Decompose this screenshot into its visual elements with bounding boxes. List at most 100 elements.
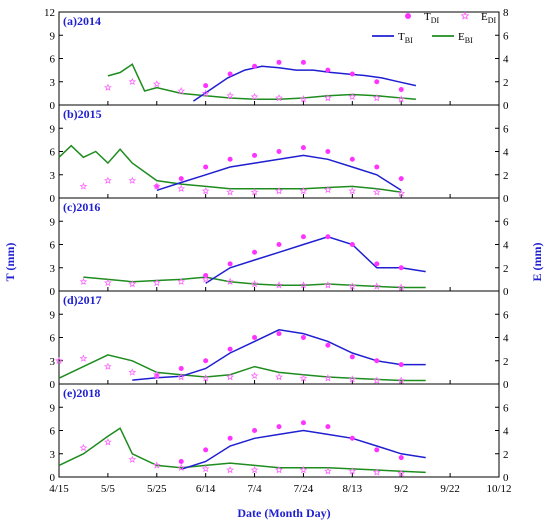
series-tbi-line xyxy=(156,154,402,192)
edi-point xyxy=(55,356,63,365)
edi-point xyxy=(152,182,161,190)
edi-point xyxy=(372,376,381,384)
series-ebi-line xyxy=(107,63,416,100)
series-tbi-line xyxy=(192,65,417,102)
y-right-tick-label: 2 xyxy=(503,77,509,89)
tdi-point xyxy=(252,63,258,69)
edi-point xyxy=(348,282,357,290)
y-right-tick-label: 4 xyxy=(503,333,509,345)
edi-point xyxy=(299,281,308,289)
y-right-tick-label: 8 xyxy=(503,7,509,19)
legend-label-base: T xyxy=(398,31,405,43)
tdi-point xyxy=(276,424,282,430)
edi-point xyxy=(299,95,308,103)
x-tick-label: 7/4 xyxy=(248,483,263,495)
panel-label: (c)2016 xyxy=(63,200,100,214)
edi-point xyxy=(201,374,210,382)
edi-point xyxy=(128,279,137,288)
legend-item-ebi: EBI xyxy=(432,31,473,45)
tdi-point xyxy=(349,156,355,162)
y-left-tick-label: 9 xyxy=(50,309,56,321)
edi-point xyxy=(275,465,283,474)
y-left-tick-label: 6 xyxy=(50,426,56,438)
panel-label: (e)2018 xyxy=(63,386,100,400)
y-left-tick-label: 6 xyxy=(50,333,56,345)
x-tick-label: 5/5 xyxy=(101,483,116,495)
edi-point xyxy=(79,354,88,362)
edi-point xyxy=(201,275,210,283)
edi-point xyxy=(250,279,259,288)
y-right-tick-label: 2 xyxy=(503,263,509,275)
edi-point xyxy=(201,186,210,195)
y-left-tick-label: 3 xyxy=(50,263,56,275)
edi-point xyxy=(103,438,112,446)
tdi-point xyxy=(398,87,404,92)
y-right-tick-label: 4 xyxy=(503,147,509,159)
edi-point xyxy=(152,80,161,88)
tdi-point xyxy=(374,79,380,85)
x-tick-label: 5/25 xyxy=(147,483,167,495)
edi-point xyxy=(372,93,381,102)
tdi-point xyxy=(325,149,331,154)
legend-item-tdi: TDI xyxy=(405,11,440,25)
y-left-tick-label: 3 xyxy=(50,449,56,461)
tdi-point xyxy=(252,335,258,340)
y-right-tick-label: 0 xyxy=(503,286,509,298)
legend-swatch xyxy=(460,11,470,20)
tdi-point xyxy=(325,234,331,240)
y-right-tick-label: 0 xyxy=(503,472,509,484)
legend-label: EDI xyxy=(481,11,497,25)
panel-5: 0 3 6 9 0 2 4 6 (e)2018 xyxy=(50,383,509,484)
edi-point xyxy=(250,371,259,380)
legend-item-tbi: TBI xyxy=(372,31,413,45)
panel-frame xyxy=(58,11,500,106)
edi-point xyxy=(348,375,357,383)
edi-point xyxy=(323,185,332,194)
x-axis-title: Date (Month Day) xyxy=(237,506,330,520)
y-right-tick-label: 6 xyxy=(503,309,509,321)
y-right-tick-label: 4 xyxy=(503,240,509,252)
edi-point xyxy=(79,277,88,285)
y-right-tick-label: 2 xyxy=(503,449,509,461)
tdi-point xyxy=(300,145,306,151)
edi-point xyxy=(372,188,381,196)
tdi-point xyxy=(276,242,282,247)
edi-point xyxy=(299,374,308,382)
y-right-tick-label: 0 xyxy=(503,193,509,205)
y-right-tick-label: 6 xyxy=(503,402,509,414)
edi-point xyxy=(128,77,137,86)
y-left-tick-label: 0 xyxy=(50,193,56,205)
y-left-tick-label: 12 xyxy=(44,7,55,19)
tdi-point xyxy=(227,71,233,77)
y-left-tick-label: 9 xyxy=(50,216,56,228)
x-axis: 4/15 5/5 5/25 6/14 7/4 7/24 8/13 9/2 9/22 10/12 xyxy=(49,483,511,495)
y-left-tick-label: 0 xyxy=(50,100,56,112)
tdi-point xyxy=(374,447,380,453)
edi-point xyxy=(103,83,112,91)
y-left-tick-label: 9 xyxy=(50,123,56,135)
edi-point xyxy=(152,278,161,287)
edi-point xyxy=(201,464,210,473)
edi-point xyxy=(177,372,186,381)
edi-point xyxy=(250,92,259,101)
panel-2: 0 3 6 9 0 2 4 6 (b)2015 xyxy=(50,104,509,205)
panel-label: (a)2014 xyxy=(63,14,101,28)
tdi-point xyxy=(227,156,233,162)
edi-point xyxy=(103,362,112,370)
edi-point xyxy=(323,374,332,382)
x-tick-label: 7/24 xyxy=(294,483,314,495)
x-tick-label: 6/14 xyxy=(196,483,216,495)
y-left-tick-label: 3 xyxy=(50,170,56,182)
edi-point xyxy=(299,186,308,195)
tdi-point xyxy=(349,435,355,441)
edi-point xyxy=(275,372,283,381)
edi-point xyxy=(372,468,381,476)
series-ebi-line xyxy=(83,276,426,289)
y-left-tick-label: 6 xyxy=(50,240,56,252)
x-tick-label: 4/15 xyxy=(49,483,69,495)
edi-point xyxy=(177,463,186,471)
edi-point xyxy=(250,465,259,474)
tdi-point xyxy=(398,455,404,461)
y-left-tick-label: 9 xyxy=(50,402,56,414)
edi-point xyxy=(348,467,357,475)
